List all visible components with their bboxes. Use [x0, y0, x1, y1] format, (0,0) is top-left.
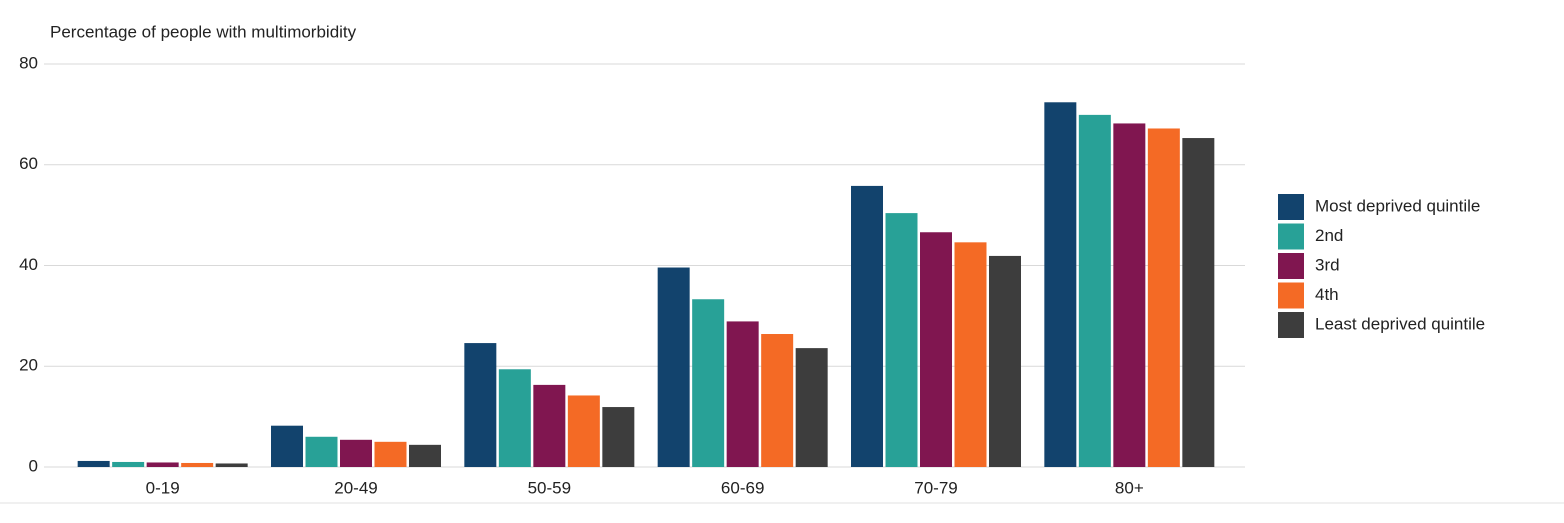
bar: [885, 213, 918, 467]
bar: [340, 439, 372, 467]
x-tick-label: 60-69: [721, 478, 764, 497]
bar: [851, 185, 883, 467]
bar: [920, 232, 952, 467]
legend-swatch: [1278, 282, 1304, 309]
legend-label: Most deprived quintile: [1315, 196, 1480, 215]
bar: [1078, 114, 1111, 467]
bar: [498, 369, 531, 467]
bar: [533, 384, 566, 467]
chart-title: Percentage of people with multimorbidity: [50, 22, 357, 41]
y-tick-label: 40: [19, 255, 38, 274]
legend-label: Least deprived quintile: [1315, 314, 1485, 333]
bar: [1147, 128, 1180, 468]
y-tick-label: 20: [19, 356, 38, 375]
bar: [567, 395, 600, 467]
bar: [602, 407, 635, 467]
bar: [305, 436, 338, 467]
bar: [464, 343, 497, 467]
bar: [761, 334, 794, 467]
legend-label: 4th: [1315, 285, 1339, 304]
bar: [1044, 102, 1077, 467]
legend-label: 3rd: [1315, 255, 1340, 274]
bar: [1113, 123, 1146, 467]
legend-swatch: [1278, 312, 1304, 338]
bar: [954, 242, 987, 467]
bar: [146, 462, 179, 467]
bar: [374, 441, 407, 467]
bar: [692, 299, 725, 467]
x-tick-label: 50-59: [528, 478, 571, 497]
bar: [112, 461, 145, 467]
bar: [215, 463, 248, 467]
x-tick-label: 80+: [1115, 478, 1144, 497]
legend-swatch: [1278, 194, 1304, 220]
y-tick-label: 80: [19, 53, 38, 72]
bar: [989, 255, 1021, 467]
bar: [726, 321, 759, 467]
bar: [795, 348, 828, 467]
legend-swatch: [1278, 253, 1304, 279]
legend-label: 2nd: [1315, 226, 1343, 245]
x-tick-label: 20-49: [334, 478, 377, 497]
bar: [181, 462, 214, 467]
bar: [77, 460, 110, 467]
bar: [271, 425, 303, 467]
y-tick-label: 0: [29, 456, 38, 475]
y-tick-label: 60: [19, 154, 38, 173]
bar: [409, 444, 441, 467]
x-tick-label: 70-79: [914, 478, 957, 497]
legend-swatch: [1278, 223, 1304, 250]
x-tick-label: 0-19: [146, 478, 180, 497]
bar: [1182, 138, 1215, 467]
bar: [657, 267, 690, 467]
